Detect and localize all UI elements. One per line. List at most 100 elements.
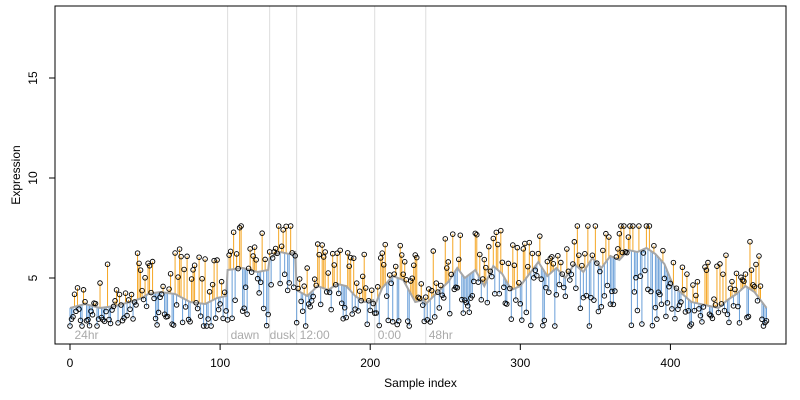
data-point: [615, 246, 621, 252]
data-point: [726, 319, 732, 326]
data-point: [519, 317, 525, 323]
data-point: [600, 247, 606, 254]
data-point: [110, 303, 117, 310]
data-point: [756, 253, 762, 259]
data-point: [209, 281, 216, 288]
data-point: [589, 252, 596, 259]
data-point: [597, 268, 603, 275]
section-label: dawn: [231, 328, 260, 342]
data-point: [406, 323, 412, 329]
data-point: [404, 318, 411, 324]
x-axis: 0 100 200 300 400: [67, 343, 681, 370]
data-point: [757, 283, 764, 289]
data-point: [666, 283, 672, 290]
data-point: [116, 291, 123, 298]
data-point: [489, 273, 495, 280]
data-point: [148, 289, 154, 296]
data-point: [565, 268, 572, 275]
data-point: [253, 257, 259, 263]
data-point: [142, 275, 148, 281]
data-point: [80, 287, 87, 293]
data-point: [576, 252, 582, 258]
data-point: [475, 279, 482, 285]
data-point: [546, 289, 552, 295]
data-point: [625, 234, 632, 240]
data-point: [388, 280, 394, 287]
data-point: [604, 282, 611, 289]
data-point: [561, 284, 567, 291]
data-point: [334, 250, 340, 256]
data-point: [613, 254, 620, 260]
data-point: [286, 280, 292, 286]
data-point: [586, 323, 593, 329]
data-point: [636, 223, 642, 229]
data-point: [277, 280, 283, 287]
section-labels: 24hr dawn dusk 12:00 0:00 48hr: [75, 328, 453, 342]
data-point: [172, 250, 178, 256]
data-point: [134, 250, 141, 256]
data-point: [269, 255, 276, 261]
data-point: [735, 303, 741, 310]
data-point: [79, 323, 85, 329]
data-point: [359, 273, 366, 280]
x-tick-label: 0: [67, 356, 74, 370]
data-point: [76, 306, 82, 312]
data-point: [244, 311, 250, 317]
data-point: [763, 318, 770, 324]
data-point: [230, 229, 237, 235]
data-point: [637, 273, 644, 279]
data-point: [154, 322, 160, 328]
x-axis-title: Sample index: [384, 376, 457, 390]
data-point: [268, 282, 274, 288]
data-point: [583, 292, 590, 299]
data-point: [271, 249, 277, 255]
data-point: [469, 292, 476, 299]
data-point: [319, 242, 325, 248]
data-point: [627, 223, 633, 229]
data-point: [705, 259, 711, 266]
data-point: [708, 312, 714, 319]
data-point: [241, 305, 247, 311]
data-point: [612, 288, 618, 294]
data-point: [736, 320, 743, 326]
data-point: [493, 229, 500, 236]
data-point: [748, 267, 755, 273]
data-point: [738, 274, 744, 281]
data-point: [274, 250, 280, 257]
data-point: [465, 303, 471, 309]
data-point: [175, 274, 181, 280]
data-point: [151, 295, 157, 302]
data-point: [287, 223, 294, 229]
data-point: [124, 312, 130, 319]
data-point: [304, 265, 310, 271]
data-point: [739, 277, 746, 283]
data-point: [245, 265, 252, 272]
data-point: [376, 322, 382, 329]
data-point: [103, 308, 109, 315]
data-point: [182, 304, 189, 310]
data-point: [570, 261, 576, 267]
data-point: [447, 310, 453, 317]
data-point: [444, 265, 450, 271]
data-point: [391, 271, 397, 277]
data-point: [265, 311, 271, 318]
data-point: [568, 271, 575, 278]
data-point: [254, 275, 261, 282]
data-point: [208, 323, 214, 329]
data-point: [341, 304, 348, 311]
data-point: [723, 252, 729, 258]
data-point: [343, 314, 349, 321]
data-point: [532, 267, 539, 273]
data-point: [89, 312, 96, 318]
data-point: [514, 244, 521, 251]
data-point: [194, 305, 201, 312]
data-point: [535, 250, 542, 257]
data-point: [663, 313, 669, 320]
data-point: [160, 283, 166, 290]
section-label: 12:00: [300, 328, 330, 342]
data-point: [585, 223, 591, 229]
data-point: [224, 317, 231, 323]
data-point: [179, 319, 186, 326]
data-point: [139, 287, 145, 294]
